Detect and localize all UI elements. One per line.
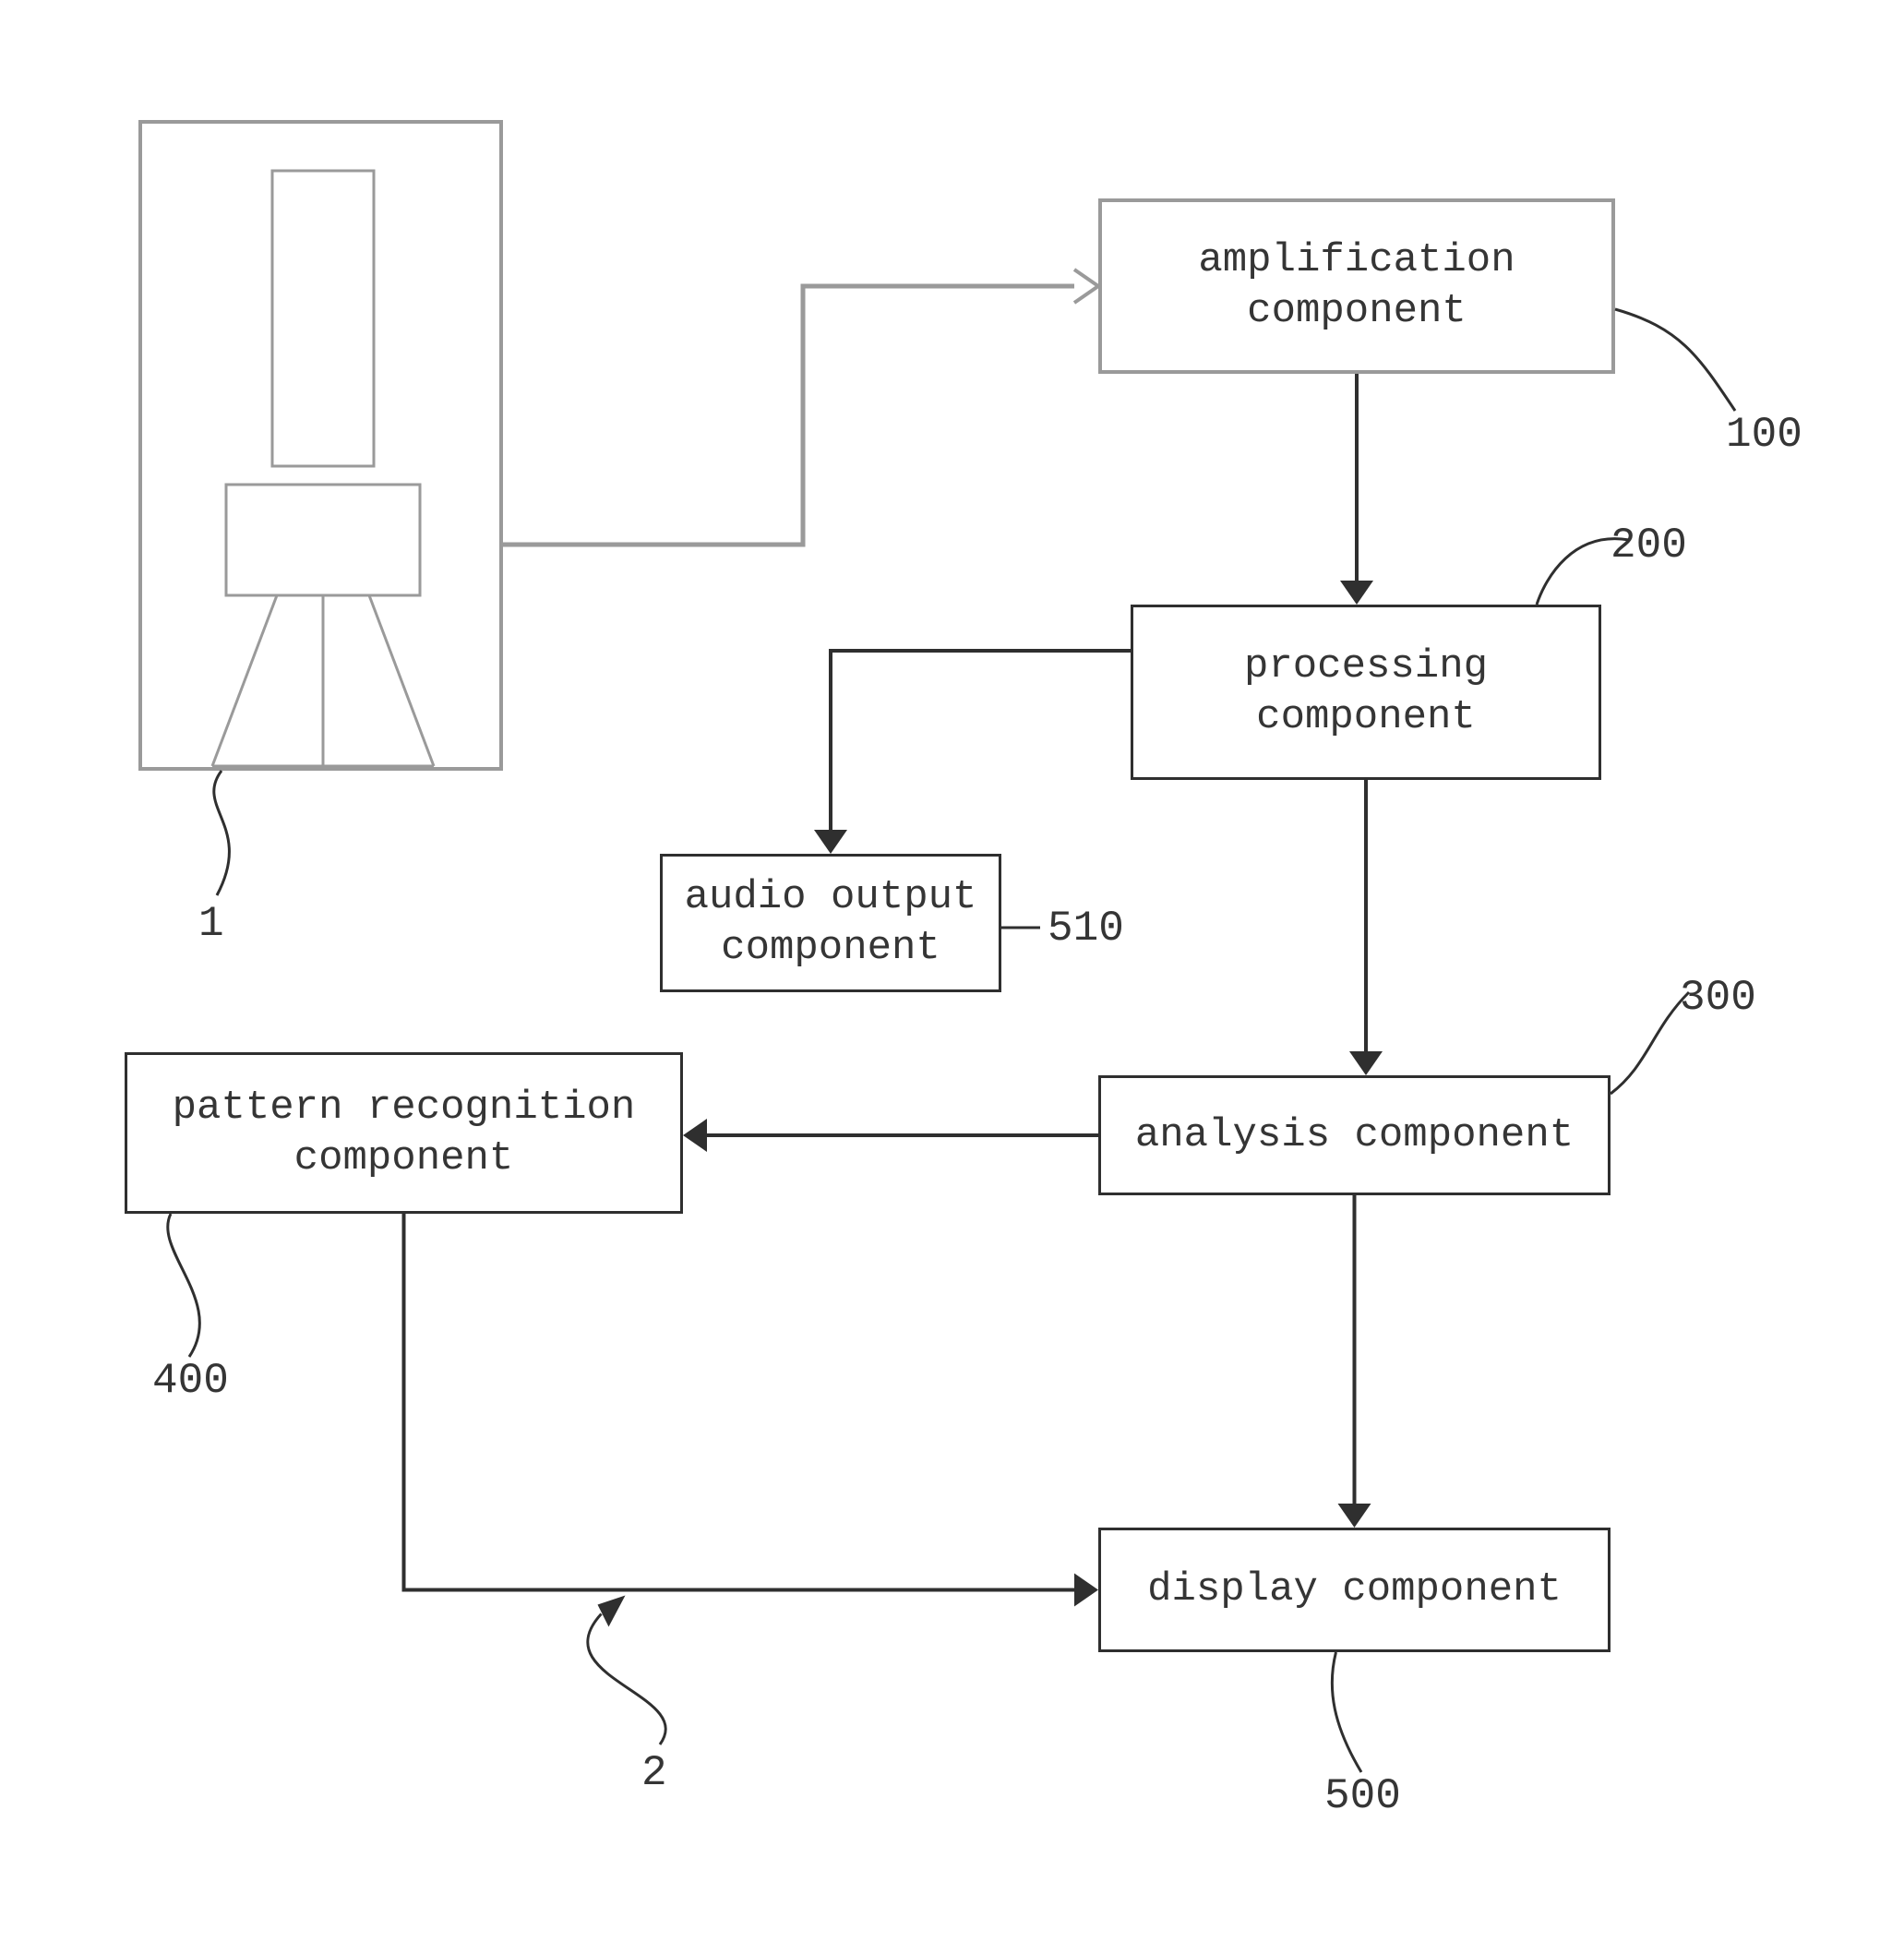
node-amplification: amplificationcomponent [1098, 198, 1615, 374]
refnum-300: 300 [1680, 974, 1756, 1022]
refnum-100: 100 [1726, 411, 1802, 459]
refnum-200: 200 [1611, 521, 1687, 569]
refnum-500: 500 [1324, 1772, 1401, 1820]
node-audio-output-label: audio outputcomponent [685, 872, 977, 974]
node-pattern-recognition: pattern recognitioncomponent [125, 1052, 683, 1214]
diagram-canvas: amplificationcomponent processingcompone… [0, 0, 1904, 1942]
node-display: display component [1098, 1528, 1611, 1652]
refnum-1: 1 [198, 900, 224, 948]
refnum-400: 400 [152, 1357, 229, 1405]
node-sensor [138, 120, 503, 771]
node-processing-label: processingcomponent [1244, 641, 1488, 743]
refnum-510: 510 [1048, 905, 1124, 953]
node-audio-output: audio outputcomponent [660, 854, 1001, 992]
refnum-2: 2 [641, 1749, 667, 1797]
node-analysis: analysis component [1098, 1075, 1611, 1195]
node-amplification-label: amplificationcomponent [1198, 235, 1515, 337]
node-pattern-recognition-label: pattern recognitioncomponent [173, 1083, 636, 1184]
node-processing: processingcomponent [1131, 605, 1601, 780]
node-analysis-label: analysis component [1135, 1110, 1574, 1161]
node-display-label: display component [1147, 1564, 1562, 1615]
